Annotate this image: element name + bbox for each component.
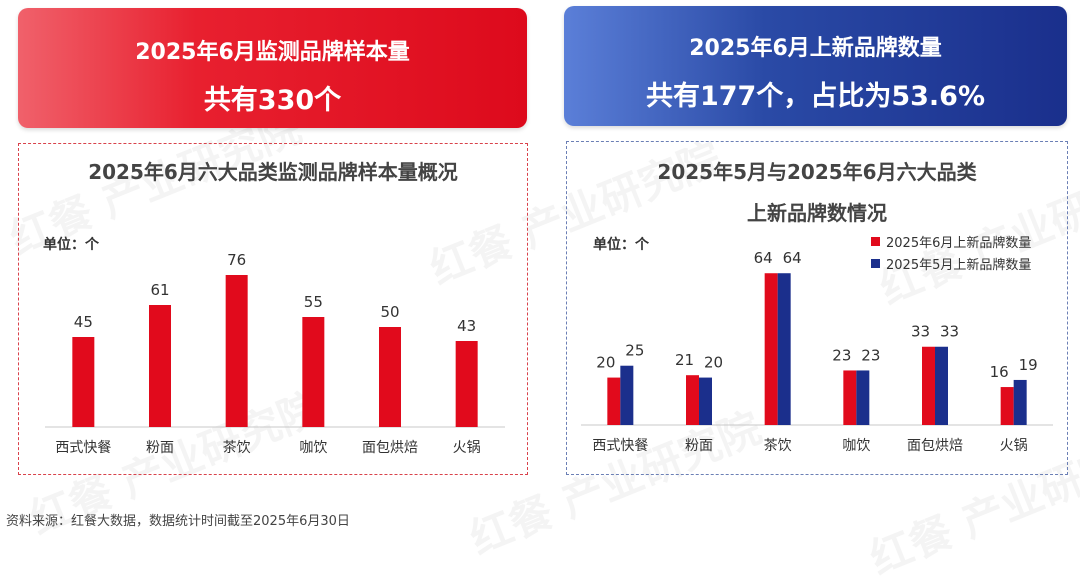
bar <box>72 337 95 427</box>
x-tick-label: 茶饮 <box>764 438 792 454</box>
legend-item: 2025年5月上新品牌数量 <box>871 252 1031 274</box>
x-tick-label: 火锅 <box>453 440 481 456</box>
bar <box>620 365 634 425</box>
data-label: 50 <box>380 303 399 321</box>
data-label: 64 <box>783 249 802 267</box>
banner-title: 2025年6月监测品牌样本量 <box>135 40 410 65</box>
data-label: 21 <box>675 351 694 369</box>
source-note: 资料来源：红餐大数据，数据统计时间截至2025年6月30日 <box>6 514 350 529</box>
bar <box>1013 379 1027 425</box>
bar <box>225 275 248 427</box>
x-tick-label: 西式快餐 <box>55 440 111 456</box>
data-label: 25 <box>625 342 644 360</box>
bar <box>699 377 712 425</box>
legend-label: 2025年5月上新品牌数量 <box>886 257 1032 273</box>
data-label: 16 <box>990 363 1009 381</box>
x-tick-label: 面包烘焙 <box>907 438 963 454</box>
x-tick-label: 面包烘焙 <box>362 440 418 456</box>
data-label: 19 <box>1019 356 1038 374</box>
data-label: 33 <box>911 323 930 341</box>
data-label: 64 <box>754 249 773 267</box>
data-label: 20 <box>596 354 615 372</box>
bar <box>764 273 778 425</box>
x-tick-label: 西式快餐 <box>592 438 648 454</box>
x-tick-label: 咖饮 <box>299 440 327 456</box>
data-label: 76 <box>227 251 246 269</box>
legend-label: 2025年6月上新品牌数量 <box>886 235 1032 251</box>
bar <box>843 370 857 425</box>
unit-label: 单位：个 <box>43 237 99 253</box>
unit-label: 单位：个 <box>593 237 649 253</box>
bar <box>856 370 870 425</box>
bar <box>379 327 401 427</box>
x-tick-label: 火锅 <box>1000 438 1028 454</box>
new-brands-banner: 2025年6月上新品牌数量 共有177个，占比为53.6% <box>564 6 1067 126</box>
data-label: 43 <box>457 317 476 335</box>
x-tick-label: 粉面 <box>685 438 713 454</box>
x-tick-label: 茶饮 <box>223 440 251 456</box>
sample-size-chart-panel: 2025年6月六大品类监测品牌样本量概况 单位：个 45 西式快餐 61 粉面 76 茶饮… <box>18 143 528 475</box>
chart-title-line1: 2025年5月与2025年6月六大品类 <box>657 160 977 184</box>
bar <box>777 273 791 425</box>
bar <box>686 375 699 425</box>
banner-title: 2025年6月上新品牌数量 <box>689 36 942 61</box>
bar <box>922 346 935 425</box>
data-label: 55 <box>304 293 323 311</box>
bar <box>935 346 948 425</box>
data-label: 61 <box>150 281 169 299</box>
data-label: 33 <box>940 323 959 341</box>
bar <box>455 341 478 427</box>
data-label: 23 <box>832 346 851 364</box>
banner-value: 共有330个 <box>203 85 342 116</box>
data-label: 20 <box>704 354 723 372</box>
x-tick-label: 咖饮 <box>842 438 870 454</box>
legend-item: 2025年6月上新品牌数量 <box>871 230 1031 252</box>
x-tick-label: 粉面 <box>146 440 174 456</box>
legend-swatch <box>871 236 880 246</box>
new-brands-chart-panel: 2025年5月与2025年6月六大品类 上新品牌数情况 单位：个 2025年6月… <box>566 141 1068 475</box>
legend-swatch <box>871 258 880 268</box>
data-label: 23 <box>861 346 880 364</box>
chart-title: 2025年6月六大品类监测品牌样本量概况 <box>88 160 458 184</box>
new-brands-bar-chart: 20 25 西式快餐 21 20 粉面 64 64 茶饮 23 23 咖饮 33 33 面包烘焙 16 19 火锅 <box>581 249 1053 454</box>
bar <box>1000 387 1014 425</box>
bar <box>149 305 171 427</box>
banner-value: 共有177个，占比为53.6% <box>645 81 986 112</box>
sample-size-banner: 2025年6月监测品牌样本量 共有330个 <box>18 8 527 128</box>
chart-title-line2: 上新品牌数情况 <box>747 201 887 225</box>
sample-size-bar-chart: 45 西式快餐 61 粉面 76 茶饮 55 咖饮 50 面包烘焙 43 火锅 <box>45 251 505 456</box>
data-label: 45 <box>74 313 93 331</box>
bar <box>607 377 621 425</box>
bar <box>302 317 325 427</box>
chart-legend: 2025年6月上新品牌数量 2025年5月上新品牌数量 <box>871 230 1031 274</box>
